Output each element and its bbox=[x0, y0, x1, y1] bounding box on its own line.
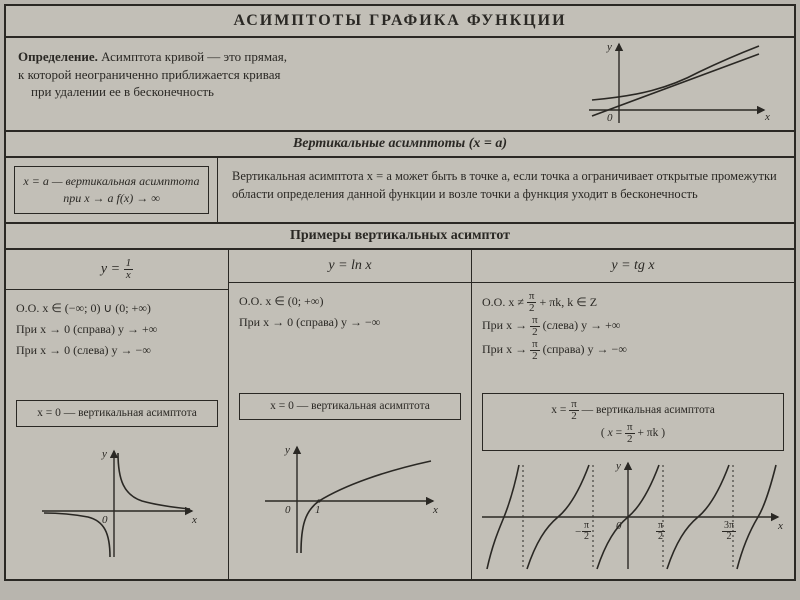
fn-3: y = tg x bbox=[472, 250, 794, 283]
svg-text:y: y bbox=[606, 41, 612, 53]
svg-text:−: − bbox=[574, 526, 581, 538]
definition-figure: x y 0 bbox=[544, 38, 794, 130]
svg-text:y: y bbox=[284, 444, 290, 456]
col1-text: О.О. x ∈ (−∞; 0) ∪ (0; +∞) При x → 0 (сп… bbox=[6, 290, 228, 400]
svg-text:0: 0 bbox=[102, 514, 108, 526]
svg-text:0: 0 bbox=[285, 504, 291, 516]
vertical-head: Вертикальные асимптоты (х = а) bbox=[6, 132, 794, 158]
definition-line3: при удалении ее в бесконечность bbox=[31, 84, 214, 99]
fn-1: y = 1x bbox=[6, 250, 228, 290]
vertical-box-wrap: x = a — вертикальная асимптота при x → a… bbox=[6, 158, 218, 222]
svg-text:x: x bbox=[764, 111, 770, 123]
svg-text:x: x bbox=[777, 520, 783, 532]
page: АСИМПТОТЫ ГРАФИКА ФУНКЦИИ Определение. А… bbox=[4, 4, 796, 581]
svg-text:y: y bbox=[101, 448, 107, 460]
example-col-2: y = ln x О.О. x ∈ (0; +∞) При x → 0 (спр… bbox=[229, 250, 472, 579]
svg-text:0: 0 bbox=[607, 112, 613, 124]
vertical-desc: Вертикальная асимптота x = a может быть … bbox=[218, 158, 794, 222]
example-col-1: y = 1x О.О. x ∈ (−∞; 0) ∪ (0; +∞) При x … bbox=[6, 250, 229, 579]
definition-label: Определение. bbox=[18, 49, 98, 64]
svg-text:y: y bbox=[615, 460, 621, 472]
definition-row: Определение. Асимптота кривой — это прям… bbox=[6, 38, 794, 132]
vertical-row: x = a — вертикальная асимптота при x → a… bbox=[6, 158, 794, 224]
svg-text:x: x bbox=[432, 504, 438, 516]
fn-2: y = ln x bbox=[229, 250, 471, 283]
col2-box: x = 0 — вертикальная асимптота bbox=[239, 393, 461, 420]
asymptote-sketch: x y 0 bbox=[559, 38, 779, 130]
page-title: АСИМПТОТЫ ГРАФИКА ФУНКЦИИ bbox=[6, 6, 794, 38]
examples-row: y = 1x О.О. x ∈ (−∞; 0) ∪ (0; +∞) При x … bbox=[6, 250, 794, 579]
col1-box: x = 0 — вертикальная асимптота bbox=[16, 400, 218, 427]
definition-line1: Асимптота кривой — это прямая, bbox=[98, 49, 287, 64]
col1-figure: x y 0 bbox=[6, 431, 228, 579]
col3-box: x = π2 — вертикальная асимптота ( x = π2… bbox=[482, 393, 784, 451]
col3-figure: xy0 − π2 π2 3π2 bbox=[472, 455, 794, 579]
svg-text:1: 1 bbox=[315, 504, 321, 516]
col2-text: О.О. x ∈ (0; +∞) При x → 0 (справа) y → … bbox=[229, 283, 471, 393]
examples-head: Примеры вертикальных асимптот bbox=[6, 224, 794, 250]
vertical-box: x = a — вертикальная асимптота при x → a… bbox=[14, 166, 208, 214]
example-col-3: y = tg x О.О. x ≠ π2 + πk, k ∈ Z При x →… bbox=[472, 250, 794, 579]
col2-figure: x y 0 1 bbox=[229, 424, 471, 579]
definition-text: Определение. Асимптота кривой — это прям… bbox=[6, 38, 544, 130]
col3-text: О.О. x ≠ π2 + πk, k ∈ Z При x → π2 (слев… bbox=[472, 283, 794, 393]
svg-text:x: x bbox=[191, 514, 197, 526]
definition-line2: к которой неограниченно приближается кри… bbox=[18, 67, 280, 82]
